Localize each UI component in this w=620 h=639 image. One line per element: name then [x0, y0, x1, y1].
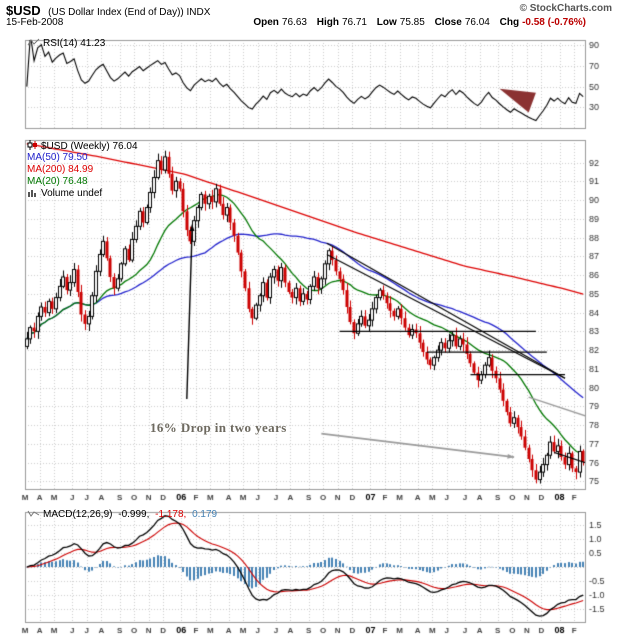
volume-bars-icon	[28, 190, 36, 197]
symbol-name: $USD	[6, 3, 41, 18]
ma20-legend-label: MA(20) 76.48	[27, 176, 88, 187]
macd-signal-value: -1.178,	[155, 509, 187, 520]
rsi-legend: RSI(14) 41.23	[27, 38, 105, 49]
stockcharts-copyright: © StockCharts.com	[519, 3, 612, 14]
rsi-panel-canvas	[0, 36, 620, 132]
indicator-line-icon	[27, 510, 40, 517]
indicator-line-icon	[27, 38, 40, 46]
chg-label: Chg	[499, 17, 520, 28]
symbol-description: (US Dollar Index (End of Day)) INDX	[48, 7, 211, 18]
main-legend: $USD (Weekly) 76.04 MA(50) 79.50 MA(200)…	[27, 140, 138, 200]
rsi-legend-label: RSI(14) 41.23	[43, 38, 106, 49]
close-label: Close	[434, 17, 462, 28]
ma50-legend-row: MA(50) 79.50	[27, 152, 138, 163]
drop-annotation-text: 16% Drop in two years	[150, 420, 287, 435]
macd-hist-value: 0.179	[192, 509, 218, 520]
open-value: 76.63	[281, 17, 307, 28]
symbol-legend-row: $USD (Weekly) 76.04	[27, 140, 138, 152]
ma200-legend-row: MA(200) 84.99	[27, 164, 138, 175]
volume-legend-label: Volume undef	[41, 188, 103, 199]
macd-legend: MACD(12,26,9) -0.999, -1.178, 0.179	[27, 509, 217, 520]
ma20-legend-row: MA(20) 76.48	[27, 176, 138, 187]
macd-value: -0.999,	[118, 509, 150, 520]
ma200-legend-label: MA(200) 84.99	[27, 164, 94, 175]
low-label: Low	[376, 17, 397, 28]
high-label: High	[316, 17, 339, 28]
symbol-legend-label: $USD (Weekly) 76.04	[41, 141, 138, 152]
volume-legend-row: Volume undef	[27, 188, 138, 199]
macd-panel-canvas	[0, 506, 620, 639]
quote-line: Open 76.63 High 76.71 Low 75.85 Close 76.04 …	[253, 17, 586, 28]
price-panel-canvas	[0, 134, 620, 504]
ma50-legend-label: MA(50) 79.50	[27, 152, 88, 163]
low-value: 75.85	[399, 17, 425, 28]
candlestick-icon	[27, 140, 37, 150]
chg-value: -0.58 (-0.76%)	[522, 17, 586, 28]
close-value: 76.04	[464, 17, 490, 28]
high-value: 76.71	[341, 17, 367, 28]
macd-legend-label: MACD(12,26,9)	[43, 509, 113, 520]
open-label: Open	[253, 17, 279, 28]
quote-date: 15-Feb-2008	[6, 17, 64, 28]
header-title-row: $USD (US Dollar Index (End of Day)) INDX	[6, 2, 210, 20]
